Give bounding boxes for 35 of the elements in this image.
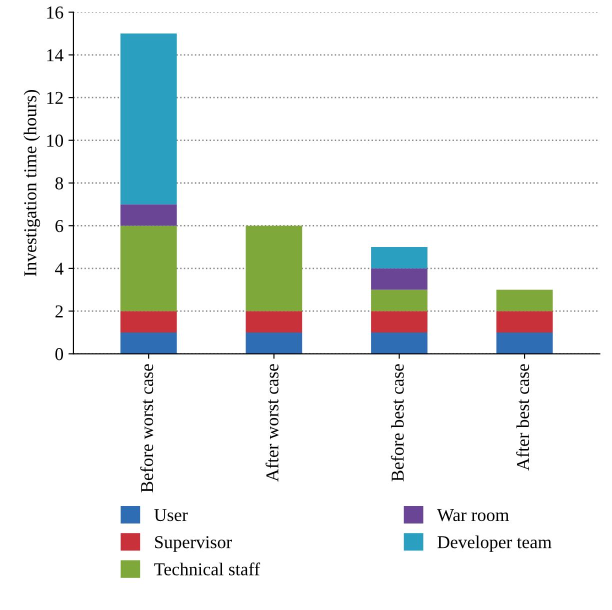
bar	[120, 311, 177, 332]
bar	[371, 268, 428, 290]
bar	[120, 34, 177, 204]
bar	[371, 311, 428, 332]
legend-label: User	[154, 509, 188, 522]
y-tick-label: 4	[55, 262, 64, 275]
y-tick-label: 8	[55, 177, 64, 190]
legend-label: Supervisor	[155, 536, 232, 552]
y-tick-label: 0	[55, 348, 64, 360]
bar	[371, 247, 428, 268]
legend-label: War room	[437, 509, 509, 522]
bar	[496, 311, 553, 332]
y-tick-label: 6	[55, 220, 64, 232]
bar	[246, 226, 302, 312]
bar	[496, 290, 553, 312]
y-tick-label: 10	[47, 134, 64, 147]
y-tick-label: 14	[47, 49, 64, 62]
y-tick-label: 2	[55, 305, 63, 318]
bar	[371, 332, 428, 354]
x-tick-label: After best case	[516, 364, 530, 471]
bar	[120, 226, 177, 312]
bar	[246, 311, 302, 332]
x-tick-label: Before best case	[390, 364, 404, 482]
x-tick-label: After worst case	[266, 364, 278, 482]
bar	[120, 332, 177, 354]
y-tick-label: 12	[47, 92, 63, 104]
y-tick-label: 16	[47, 6, 64, 19]
bar	[246, 332, 302, 354]
legend-label: Technical staff	[154, 562, 260, 576]
y-axis-title: Investigation time (hours)	[24, 90, 40, 276]
bar	[120, 204, 177, 226]
bar	[371, 290, 428, 312]
bar	[496, 332, 553, 354]
legend-label: Developer team	[438, 536, 552, 552]
x-tick-label: Before worst case	[140, 364, 154, 492]
